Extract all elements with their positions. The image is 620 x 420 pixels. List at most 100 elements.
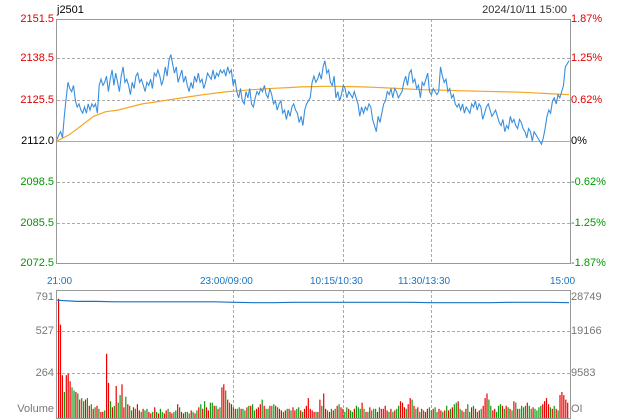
volume-bar (545, 398, 548, 418)
volume-bar (515, 402, 517, 418)
volume-bar (438, 408, 440, 418)
volume-bar (321, 405, 323, 418)
volume-bar (497, 405, 500, 418)
volume-bar (127, 404, 129, 418)
volume-bar (180, 411, 183, 418)
volume-bar (451, 407, 453, 418)
volume-bar (278, 408, 281, 418)
volume-bar (384, 405, 386, 418)
volume-bar (131, 410, 133, 418)
volume-bar (196, 410, 198, 418)
volume-bar (161, 411, 163, 418)
volume-bar (419, 411, 421, 418)
volume-bar (478, 410, 480, 418)
volume-bar (290, 410, 292, 418)
volume-bar (84, 399, 87, 418)
volume-bar (261, 399, 263, 418)
volume-bar (415, 408, 417, 418)
volume-bar (486, 393, 488, 418)
volume-bar (338, 404, 340, 418)
volume-bar (67, 373, 69, 418)
volume-bar (430, 410, 432, 418)
volume-bar (348, 408, 350, 418)
volume-bar (449, 408, 452, 418)
volume-bar (115, 385, 117, 418)
volume-bar (211, 402, 213, 418)
volume-bar (238, 407, 240, 418)
volume-bar (522, 407, 525, 418)
volume-bar (94, 407, 96, 418)
volume-bar (448, 410, 450, 418)
volume-bar (426, 408, 428, 418)
volume-bar (371, 410, 373, 418)
volume-bar (58, 298, 60, 418)
price-tick-label: 2151.5 (20, 13, 54, 25)
percent-tick-label: -0.62% (571, 176, 606, 188)
volume-bar (179, 407, 181, 418)
volume-bar (305, 405, 307, 418)
volume-bar (524, 405, 526, 418)
volume-bar (186, 411, 188, 418)
volume-bar (136, 404, 138, 418)
volume-bar (300, 410, 302, 418)
volume-bar (519, 408, 521, 418)
percent-tick-label: -1.87% (571, 257, 606, 269)
volume-bar (132, 407, 135, 418)
volume-bar (194, 413, 196, 418)
volume-bar (292, 407, 294, 418)
volume-bar (129, 405, 131, 418)
volume-bar (396, 408, 398, 418)
volume-bar (83, 401, 85, 418)
volume-bar (96, 405, 98, 418)
volume-bar (501, 405, 503, 418)
volume-bar (376, 411, 379, 418)
volume-bar (111, 407, 113, 418)
volume-bar (386, 410, 388, 418)
volume-bar (465, 408, 467, 418)
volume-bar (399, 401, 402, 418)
volume-bar (113, 405, 115, 418)
volume-bar (142, 408, 144, 418)
volume-bar (229, 402, 231, 418)
volume-bar (317, 411, 319, 418)
volume-bar (394, 410, 396, 418)
volume-bar (353, 408, 355, 418)
volume-bar (407, 404, 409, 418)
volume-bar (156, 411, 158, 418)
volume-bar (505, 405, 507, 418)
volume-bar (171, 413, 173, 418)
percent-tick-label: 0.62% (571, 94, 603, 106)
volume-bar (532, 407, 534, 418)
volume-bar (86, 398, 88, 418)
volume-bar (265, 408, 267, 418)
volume-bar (309, 408, 311, 418)
volume-frame (56, 290, 571, 419)
volume-bar (225, 390, 227, 418)
volume-bar (417, 407, 419, 418)
volume-bar (490, 405, 492, 418)
volume-bar (496, 411, 498, 418)
volume-bar (326, 410, 329, 418)
volume-bar (424, 411, 427, 418)
volume-bar (323, 393, 325, 418)
volume-bar (71, 387, 73, 418)
volume-bar (382, 408, 384, 418)
time-tick-label: 23:00/09:00 (200, 276, 253, 287)
volume-bar (563, 395, 565, 418)
volume-bar (152, 411, 154, 418)
volume-bar (148, 411, 150, 418)
volume-bar (361, 402, 363, 418)
price-frame (56, 19, 571, 264)
volume-bar (75, 392, 77, 418)
volume-bar (350, 410, 352, 418)
volume-bar (559, 395, 561, 418)
volume-bar (242, 408, 244, 418)
volume-bar (355, 405, 357, 418)
volume-bar (157, 413, 160, 418)
volume-bar (544, 401, 546, 418)
volume-bar (275, 405, 277, 418)
volume-bar (421, 408, 423, 418)
volume-bar (125, 396, 127, 418)
volume-bar (69, 381, 71, 418)
